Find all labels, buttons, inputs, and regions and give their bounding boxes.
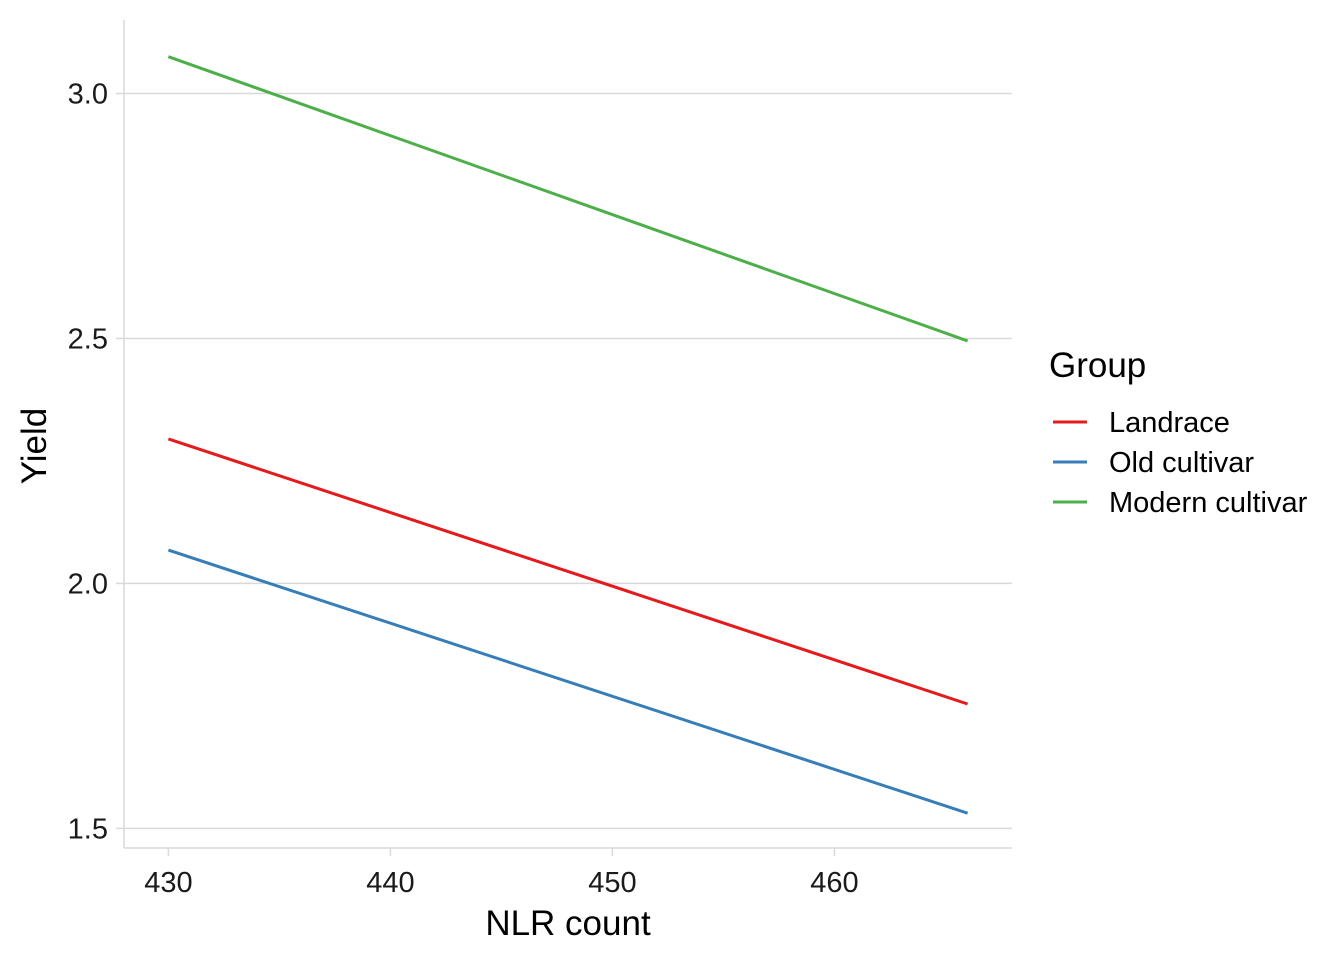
series-lines [167, 55, 969, 815]
axes [123, 20, 1012, 849]
legend-label-modern-cultivar: Modern cultivar [1109, 487, 1308, 519]
x-tick-labels: 430 440 450 460 [144, 848, 859, 899]
y-axis-title: Yield [15, 408, 54, 485]
x-tick-label: 440 [366, 867, 414, 899]
x-tick-label: 430 [144, 867, 192, 899]
x-tick-label: 450 [588, 867, 636, 899]
legend: Group Landrace Old cultivar Modern cultiva… [1049, 346, 1308, 519]
legend-label-landrace: Landrace [1109, 407, 1230, 439]
legend-title: Group [1049, 346, 1146, 385]
x-axis-title: NLR count [485, 904, 651, 943]
x-tick-label: 460 [810, 867, 858, 899]
y-tick-labels: 1.5 2.0 2.5 3.0 [68, 78, 124, 845]
series-line-old-cultivar [167, 548, 969, 815]
y-tick-label: 2.5 [68, 323, 108, 355]
series-line-landrace [167, 437, 969, 706]
legend-label-old-cultivar: Old cultivar [1109, 447, 1254, 479]
series-line-modern-cultivar [167, 55, 969, 343]
y-tick-label: 1.5 [68, 813, 108, 845]
y-tick-label: 3.0 [68, 78, 108, 110]
gridlines [124, 92, 1012, 830]
y-tick-label: 2.0 [68, 568, 108, 600]
